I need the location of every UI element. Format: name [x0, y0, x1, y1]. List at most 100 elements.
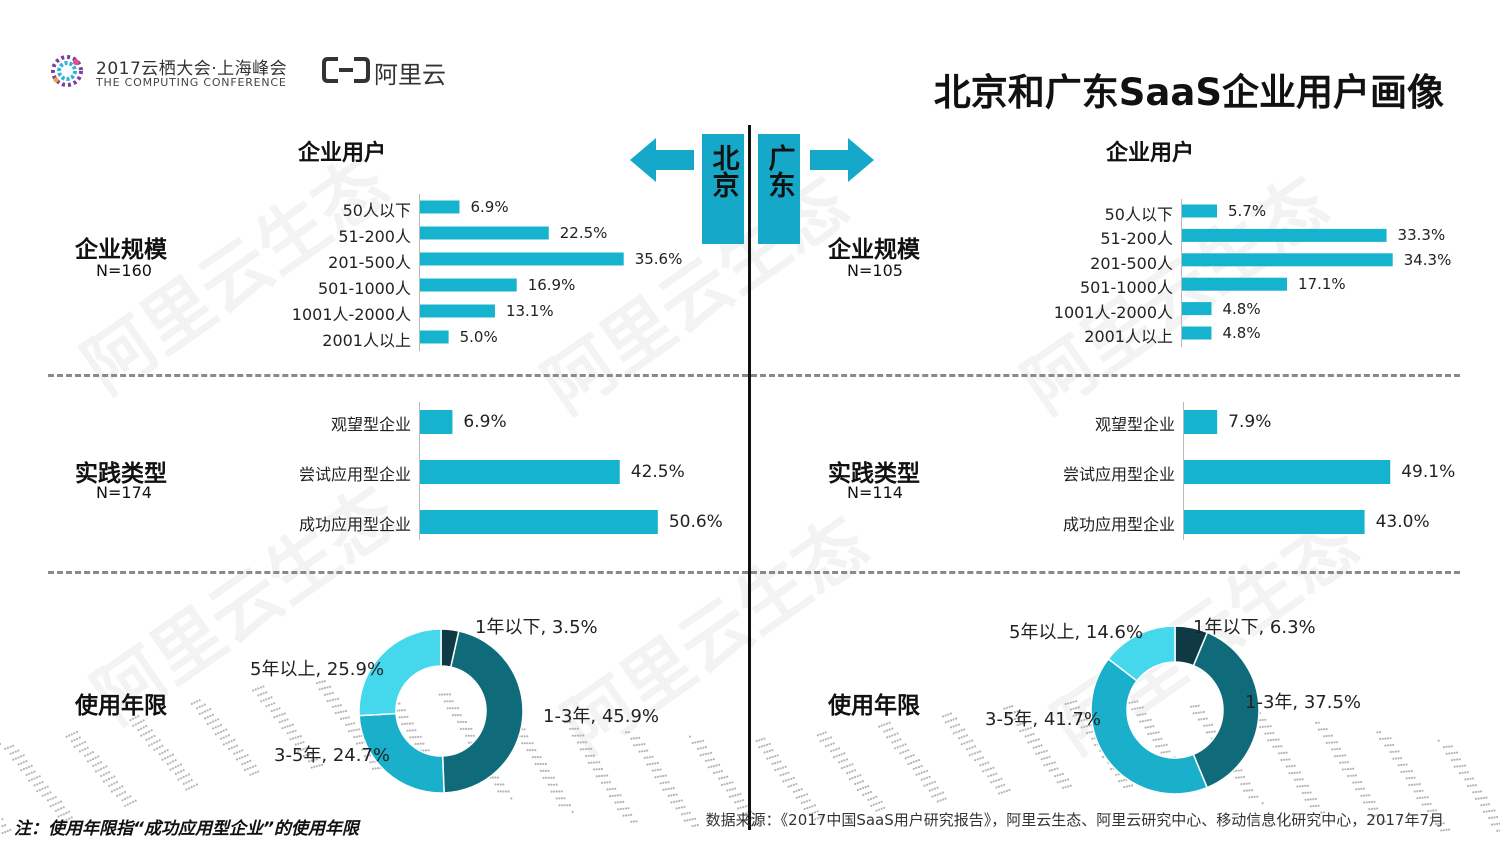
scale-gd-bar [1182, 204, 1218, 218]
scale-gd-category: 201-500人 [1090, 253, 1173, 273]
years-gd-slice [1107, 625, 1176, 682]
practice-gd-value-label: 49.1% [1401, 462, 1456, 482]
years-gd-donut [1090, 625, 1260, 795]
practice-label-right: 实践类型 [828, 461, 920, 487]
page-title: 北京和广东SaaS企业用户画像 [933, 71, 1444, 114]
practice-bj-value-label: 50.6% [668, 512, 723, 532]
scale-bj-category: 2001人以上 [322, 331, 411, 350]
scale-gd-value-label: 33.3% [1397, 226, 1446, 245]
scale-n-right: N=105 [847, 261, 903, 280]
conference-title: 2017云栖大会·上海峰会 [96, 59, 288, 79]
practice-gd-category: 尝试应用型企业 [1062, 465, 1175, 484]
years-bj-donut [358, 628, 524, 794]
practice-n-right: N=114 [847, 483, 903, 502]
city-badge-beijing: 北京 [702, 134, 744, 244]
practice-gd-category: 成功应用型企业 [1062, 515, 1175, 534]
practice-bj-bars [419, 402, 658, 540]
practice-bj-value-label: 42.5% [630, 462, 685, 482]
left-arrow-icon [630, 138, 694, 182]
scale-bj-category: 501-1000人 [317, 279, 411, 298]
practice-label-left: 实践类型 [75, 461, 167, 487]
city-badge-beijing-text: 北京 [707, 144, 739, 198]
conference-subtitle: THE COMPUTING CONFERENCE [96, 76, 287, 89]
practice-n-left: N=174 [96, 483, 152, 502]
section-divider-1 [48, 374, 1460, 377]
aliyun-brand: 阿里云 [374, 61, 446, 89]
city-badge-guangdong-text: 广东 [763, 144, 795, 198]
scale-bj-value-label: 5.0% [459, 328, 498, 346]
scale-bj-bar [420, 304, 495, 318]
years-label-right: 使用年限 [828, 693, 920, 719]
practice-gd-bar [1184, 410, 1218, 434]
scale-gd-category: 50人以下 [1104, 205, 1173, 224]
scale-bj-bar [420, 252, 624, 266]
practice-gd-category: 观望型企业 [1094, 415, 1175, 434]
footnote: 注：使用年限指“成功应用型企业”的使用年限 [14, 819, 359, 839]
practice-bj-bar [420, 460, 620, 484]
practice-gd-bars [1183, 402, 1391, 540]
practice-bj-bar [420, 410, 453, 434]
center-divider [748, 125, 751, 830]
years-bj-slice [358, 628, 442, 717]
scale-label-right: 企业规模 [828, 237, 920, 263]
scale-bj-category: 1001人-2000人 [291, 305, 411, 324]
scale-gd-category: 501-1000人 [1079, 278, 1173, 298]
scale-bj-value-label: 13.1% [505, 302, 554, 320]
practice-gd-value-label: 7.9% [1228, 412, 1272, 432]
years-bj-slice-label: 1-3年, 45.9% [543, 706, 660, 727]
scale-gd-value-label: 4.8% [1222, 299, 1261, 318]
scale-bj-category: 51-200人 [338, 227, 411, 246]
years-gd-slice-label: 1年以下, 6.3% [1193, 617, 1316, 638]
years-gd-slice-label: 1-3年, 37.5% [1245, 692, 1362, 713]
scale-gd-bar [1182, 302, 1212, 316]
years-bj-slice-label: 1年以下, 3.5% [475, 617, 598, 638]
right-arrow-icon [810, 138, 874, 182]
left-column-heading: 企业用户 [298, 141, 387, 166]
scale-gd-bar [1182, 326, 1212, 340]
practice-gd-bar [1184, 510, 1365, 534]
right-column-heading: 企业用户 [1106, 141, 1195, 166]
years-gd-slice [1090, 657, 1209, 795]
scale-gd-value-label: 34.3% [1403, 250, 1452, 269]
scale-n-left: N=160 [96, 261, 152, 280]
scale-gd-bar [1182, 277, 1288, 291]
scale-gd-category: 51-200人 [1100, 229, 1173, 249]
scale-bj-bar [420, 200, 460, 214]
scale-gd-category: 2001人以上 [1084, 327, 1173, 346]
years-bj-slice-label: 5年以上, 25.9% [250, 659, 385, 680]
scale-gd-value-label: 17.1% [1298, 275, 1346, 294]
scale-gd-value-label: 4.8% [1222, 324, 1261, 342]
scale-bj-value-label: 6.9% [470, 198, 509, 216]
scale-bj-bar [420, 330, 449, 344]
scale-bj-bar [420, 278, 517, 292]
practice-gd-bar [1184, 460, 1391, 484]
years-gd-slice-label: 5年以上, 14.6% [1009, 622, 1144, 643]
years-bj-slice [441, 630, 524, 794]
practice-bj-value-label: 6.9% [463, 412, 507, 432]
scale-bj-bars [419, 194, 624, 351]
scale-gd-bar [1182, 228, 1387, 242]
practice-bj-category: 尝试应用型企业 [298, 465, 411, 484]
practice-bj-category: 成功应用型企业 [298, 515, 411, 534]
section-divider-2 [48, 571, 1460, 574]
scale-gd-bars [1181, 199, 1393, 347]
practice-bj-category: 观望型企业 [330, 415, 411, 434]
city-badge-guangdong: 广东 [758, 134, 800, 244]
scale-gd-category: 1001人-2000人 [1053, 302, 1173, 322]
years-gd-slice [1192, 631, 1260, 789]
data-source: 数据来源：《2017中国SaaS用户研究报告》，阿里云生态、阿里云研究中心、移动… [705, 811, 1444, 829]
practice-gd-value-label: 43.0% [1375, 512, 1430, 532]
scale-bj-category: 50人以下 [342, 201, 411, 220]
scale-bj-value-label: 16.9% [527, 276, 576, 294]
aliyun-logo-icon [322, 57, 370, 83]
conference-logo-icon [51, 55, 83, 87]
scale-bj-category: 201-500人 [328, 253, 411, 272]
scale-label-left: 企业规模 [75, 237, 167, 263]
scale-bj-value-label: 22.5% [559, 224, 608, 242]
scale-gd-bar [1182, 253, 1393, 267]
scale-bj-value-label: 35.6% [634, 250, 683, 268]
practice-bj-bar [420, 510, 658, 534]
years-gd-slice-label: 3-5年, 41.7% [985, 709, 1102, 730]
scale-gd-value-label: 5.7% [1228, 202, 1267, 220]
